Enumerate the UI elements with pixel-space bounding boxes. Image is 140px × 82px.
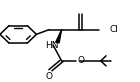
- Text: Cl: Cl: [110, 25, 119, 34]
- Polygon shape: [56, 30, 62, 43]
- Text: O: O: [46, 72, 52, 81]
- Text: O: O: [78, 56, 85, 65]
- Text: HN: HN: [45, 41, 59, 50]
